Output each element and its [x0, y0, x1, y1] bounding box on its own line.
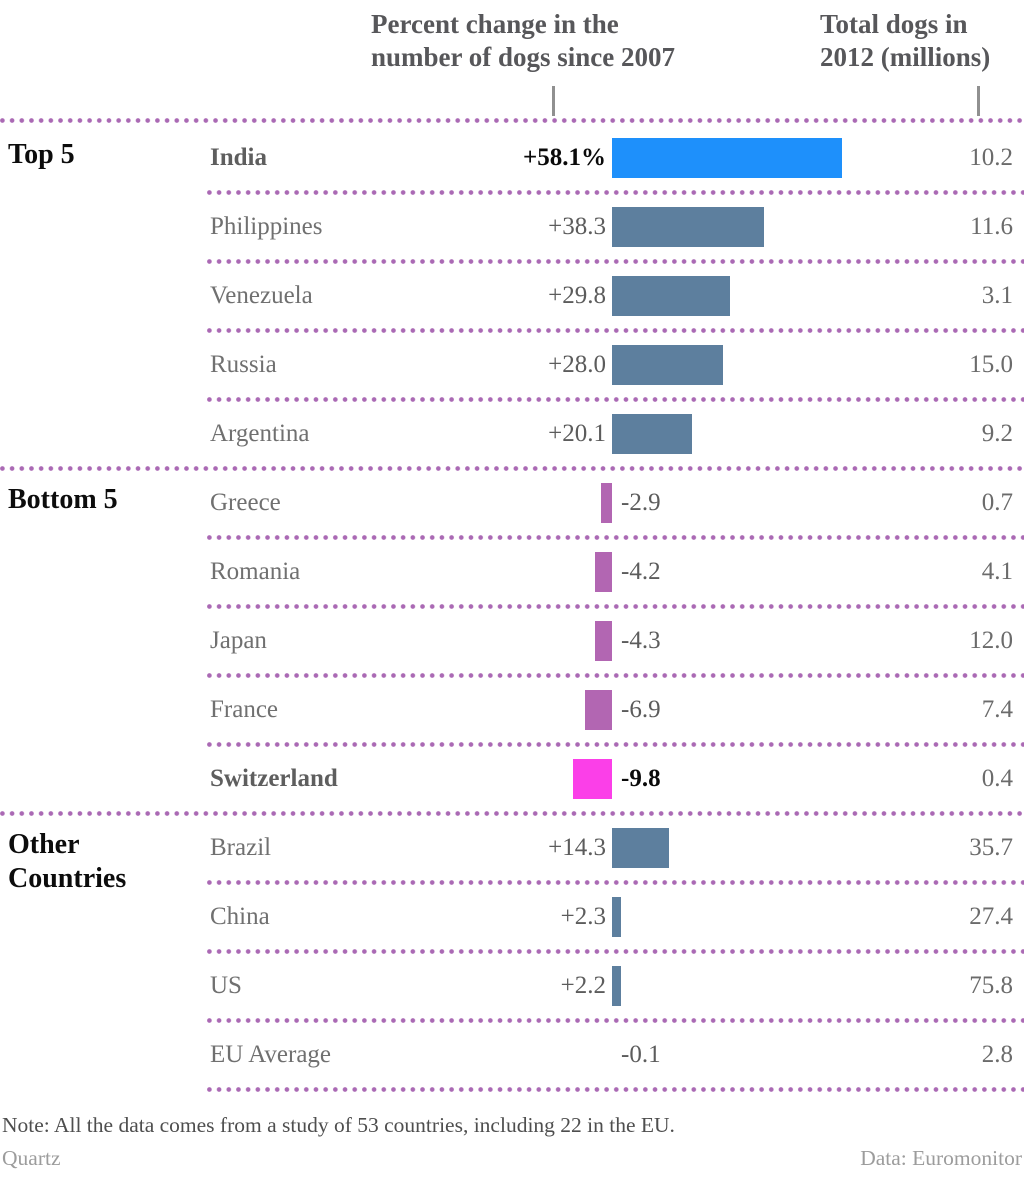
total-value: 2.8: [981, 1040, 1013, 1068]
change-value: +20.1: [548, 419, 606, 447]
total-value: 27.4: [969, 902, 1013, 930]
total-value: 0.4: [981, 764, 1013, 792]
dotted-divider: [207, 1017, 1024, 1023]
section-label-bottom-5: Bottom 5: [8, 484, 118, 515]
change-value: -9.8: [621, 764, 661, 792]
bar-russia: [612, 344, 723, 385]
table-row-india: Top 5 India +58.1% 10.2: [0, 123, 1024, 195]
country-label: India: [210, 143, 267, 171]
total-value: 35.7: [969, 833, 1013, 861]
table-row-brazil: Other Countries Brazil +14.3 35.7: [0, 813, 1024, 894]
column-header-total-dogs: Total dogs in 2012 (millions): [820, 9, 991, 72]
dotted-divider: [207, 741, 1024, 747]
note-text: Note: All the data comes from a study of…: [2, 1113, 675, 1137]
bar-india: [612, 137, 843, 178]
change-value: -0.1: [621, 1040, 661, 1068]
dotted-divider: [207, 879, 1024, 885]
country-label: China: [210, 902, 270, 930]
dotted-divider: [207, 258, 1024, 264]
brand-label: Quartz: [2, 1146, 61, 1170]
table-row-china: China +2.3 27.4: [0, 882, 1024, 954]
section-label-top-5: Top 5: [8, 139, 75, 170]
dotted-divider: [207, 189, 1024, 195]
table-row-romania: Romania -4.2 4.1: [0, 537, 1024, 609]
table-row-argentina: Argentina +20.1 9.2: [0, 399, 1024, 471]
change-value: +38.3: [548, 212, 606, 240]
bar-brazil: [612, 827, 669, 868]
country-label: Greece: [210, 488, 281, 516]
total-value: 9.2: [981, 419, 1013, 447]
table-row-greece: Bottom 5 Greece -2.9 0.7: [0, 468, 1024, 540]
total-value: 15.0: [969, 350, 1013, 378]
dotted-divider: [207, 396, 1024, 402]
total-column-tick-mark: [977, 86, 980, 116]
table-row-japan: Japan -4.3 12.0: [0, 606, 1024, 678]
dotted-divider: [207, 603, 1024, 609]
bar-greece: [600, 482, 612, 523]
dotted-divider: [207, 327, 1024, 333]
country-label: EU Average: [210, 1040, 332, 1068]
bar-switzerland: [573, 758, 612, 799]
chart-rows: Top 5 India +58.1% 10.2 Philippines +38.3 11.6…: [0, 123, 1024, 1092]
total-value: 0.7: [981, 488, 1013, 516]
dotted-divider: [207, 672, 1024, 678]
table-row-eu-average: EU Average -0.1 2.8: [0, 1020, 1024, 1092]
credits-row: Quartz Data: Euromonitor: [2, 1146, 1022, 1171]
change-value: +28.0: [548, 350, 606, 378]
table-row-us: US +2.2 75.8: [0, 951, 1024, 1023]
table-row-switzerland: Switzerland -9.8 0.4: [0, 744, 1024, 816]
dotted-divider: [0, 810, 1024, 816]
country-label: France: [210, 695, 279, 723]
change-value: +14.3: [548, 833, 606, 861]
country-label: Venezuela: [210, 281, 313, 309]
table-row-venezuela: Venezuela +29.8 3.1: [0, 261, 1024, 333]
dotted-divider: [0, 465, 1024, 471]
country-label: Philippines: [210, 212, 323, 240]
total-value: 3.1: [981, 281, 1013, 309]
bar-china: [612, 896, 622, 937]
table-row-russia: Russia +28.0 15.0: [0, 330, 1024, 402]
total-value: 11.6: [970, 212, 1013, 240]
country-label: US: [210, 971, 242, 999]
section-label-other-countries: Other Countries: [8, 829, 127, 894]
change-value: +2.2: [560, 971, 606, 999]
total-value: 7.4: [981, 695, 1013, 723]
country-label: Japan: [210, 626, 267, 654]
bar-philippines: [612, 206, 764, 247]
bar-france: [584, 689, 612, 730]
country-label: Romania: [210, 557, 301, 585]
bar-venezuela: [612, 275, 730, 316]
table-row-philippines: Philippines +38.3 11.6: [0, 192, 1024, 264]
change-value: +2.3: [560, 902, 606, 930]
bar-japan: [594, 620, 612, 661]
bar-romania: [595, 551, 612, 592]
dotted-divider: [207, 534, 1024, 540]
country-label: Argentina: [210, 419, 310, 447]
change-value: -4.2: [621, 557, 661, 585]
dotted-divider: [207, 948, 1024, 954]
column-header-percent-change: Percent change in the number of dogs sin…: [371, 9, 676, 72]
total-value: 10.2: [969, 143, 1013, 171]
country-label: Russia: [210, 350, 277, 378]
total-value: 75.8: [969, 971, 1013, 999]
change-value: -6.9: [621, 695, 661, 723]
percent-column-tick-mark: [552, 86, 555, 116]
country-label: Brazil: [210, 833, 272, 861]
change-value: +29.8: [548, 281, 606, 309]
bar-argentina: [612, 413, 692, 454]
total-value: 12.0: [969, 626, 1013, 654]
dotted-divider: [207, 1086, 1024, 1092]
total-value: 4.1: [981, 557, 1013, 585]
table-row-france: France -6.9 7.4: [0, 675, 1024, 747]
change-value: -4.3: [621, 626, 661, 654]
change-value: -2.9: [621, 488, 661, 516]
bar-us: [612, 965, 621, 1006]
source-label: Data: Euromonitor: [860, 1146, 1022, 1170]
change-value: +58.1%: [523, 143, 606, 171]
country-label: Switzerland: [210, 764, 338, 792]
dotted-divider-top: [0, 118, 1024, 123]
